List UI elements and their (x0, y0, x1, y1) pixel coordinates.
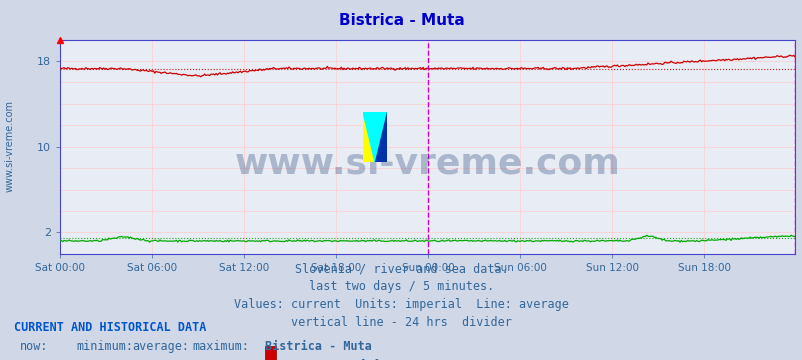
Text: 17: 17 (132, 359, 147, 360)
Text: average:: average: (132, 340, 189, 353)
Text: 19: 19 (20, 359, 34, 360)
Text: vertical line - 24 hrs  divider: vertical line - 24 hrs divider (290, 316, 512, 329)
Text: 16: 16 (76, 359, 91, 360)
Text: maximum:: maximum: (192, 340, 249, 353)
Text: CURRENT AND HISTORICAL DATA: CURRENT AND HISTORICAL DATA (14, 321, 207, 334)
Text: www.si-vreme.com: www.si-vreme.com (234, 147, 620, 181)
Text: Values: current  Units: imperial  Line: average: Values: current Units: imperial Line: av… (233, 298, 569, 311)
Text: minimum:: minimum: (76, 340, 133, 353)
Polygon shape (375, 112, 387, 162)
Text: 19: 19 (192, 359, 207, 360)
Text: Bistrica - Muta: Bistrica - Muta (338, 13, 464, 28)
Text: temperature[F]: temperature[F] (281, 359, 380, 360)
Polygon shape (363, 112, 375, 162)
Text: Slovenia / river and sea data.: Slovenia / river and sea data. (294, 262, 508, 275)
Polygon shape (363, 112, 387, 162)
Text: now:: now: (20, 340, 48, 353)
Text: Bistrica - Muta: Bistrica - Muta (265, 340, 371, 353)
Text: last two days / 5 minutes.: last two days / 5 minutes. (309, 280, 493, 293)
Text: www.si-vreme.com: www.si-vreme.com (5, 100, 14, 192)
